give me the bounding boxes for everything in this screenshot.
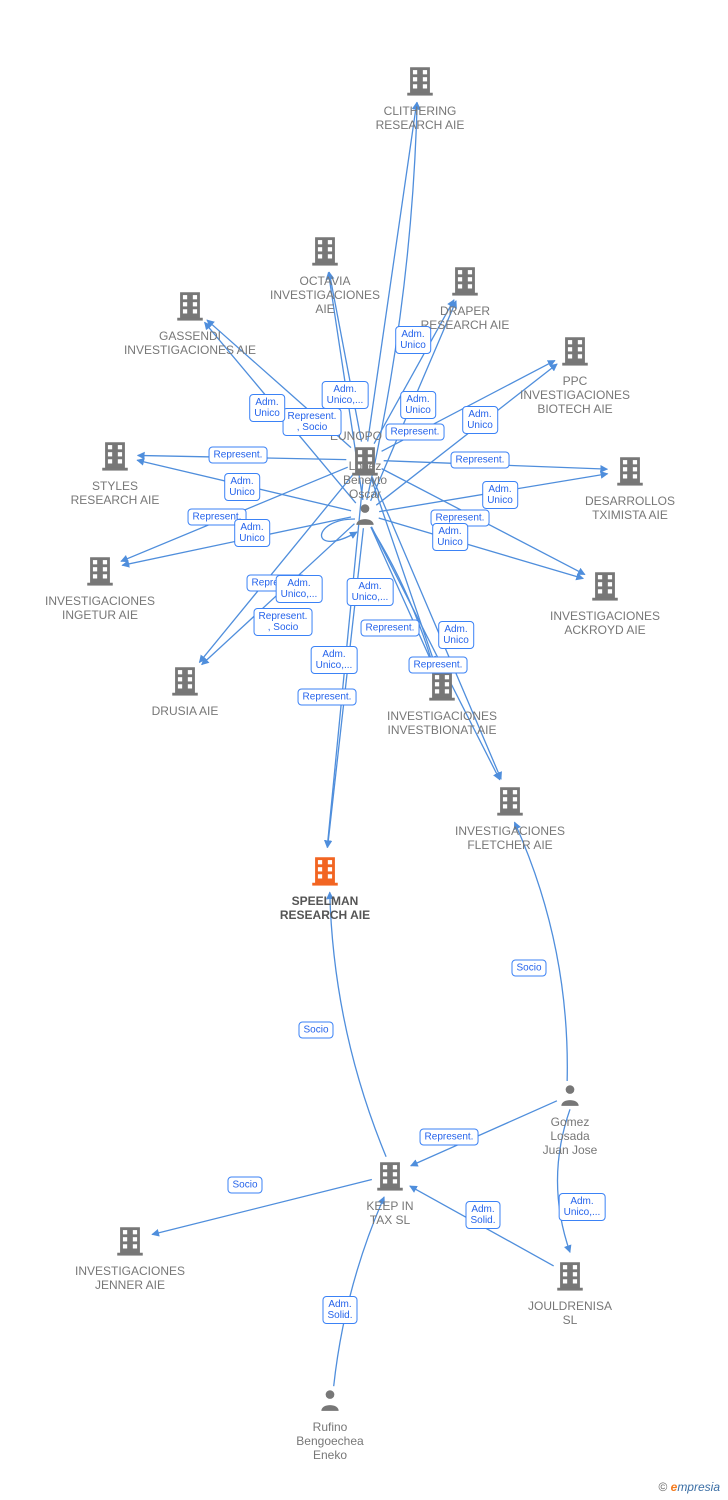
- copyright: © empresia: [658, 1480, 720, 1494]
- edge-lopez-speelman: [328, 528, 364, 847]
- edge-eunopo-gassendi: [207, 320, 351, 448]
- edge-eunopo-draper: [374, 300, 454, 444]
- edge-eunopo-investbionat: [371, 478, 435, 664]
- edge-eunopo-ingetur: [121, 467, 348, 561]
- edge-rufino-keepintax: [334, 1197, 384, 1386]
- edge-keepintax-jenner: [152, 1180, 372, 1235]
- edge-eunopo-clithering: [368, 102, 417, 441]
- brand-rest: mpresia: [677, 1480, 720, 1494]
- edge-gomez-fletcher: [515, 822, 568, 1081]
- copyright-symbol: ©: [658, 1480, 667, 1494]
- edge-eunopo-fletcher: [372, 477, 501, 779]
- edge-gomez-keepintax: [411, 1101, 557, 1166]
- edge-gomez-jouldrenisa: [558, 1109, 571, 1252]
- edge-lopez-fletcher: [371, 527, 499, 780]
- edge-eunopo-styles: [138, 455, 347, 459]
- edge-eunopo-ackroyd: [382, 469, 585, 575]
- edge-eunopo-drusia: [199, 474, 353, 662]
- edge-eunopo-speelman: [327, 479, 363, 848]
- network-canvas: [0, 0, 728, 1500]
- edge-lopez-desarrollos: [379, 474, 607, 512]
- edge-lopez-styles: [137, 460, 351, 511]
- edge-lopez-ppc: [376, 364, 557, 505]
- edge-lopez-clithering: [367, 103, 417, 500]
- edge-lopez-gassendi: [205, 322, 356, 503]
- edge-eunopo-ppc: [382, 361, 555, 452]
- edge-keepintax-speelman: [330, 892, 386, 1157]
- edge-eunopo-desarrollos: [384, 461, 608, 469]
- edge-jouldrenisa-keepintax: [410, 1186, 554, 1266]
- edge-lopez-octavia: [328, 272, 362, 499]
- edge-lopez-drusia: [202, 524, 355, 665]
- edge-eunopo-octavia: [329, 272, 361, 441]
- edge-lopez-ackroyd: [379, 518, 584, 579]
